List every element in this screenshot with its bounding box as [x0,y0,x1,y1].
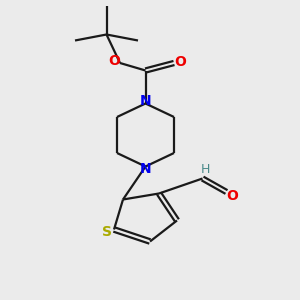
Text: O: O [174,55,186,68]
Text: N: N [140,162,151,176]
Text: S: S [102,225,112,239]
Text: O: O [108,54,120,68]
Text: H: H [201,163,210,176]
Text: N: N [140,94,151,108]
Text: O: O [226,189,238,202]
